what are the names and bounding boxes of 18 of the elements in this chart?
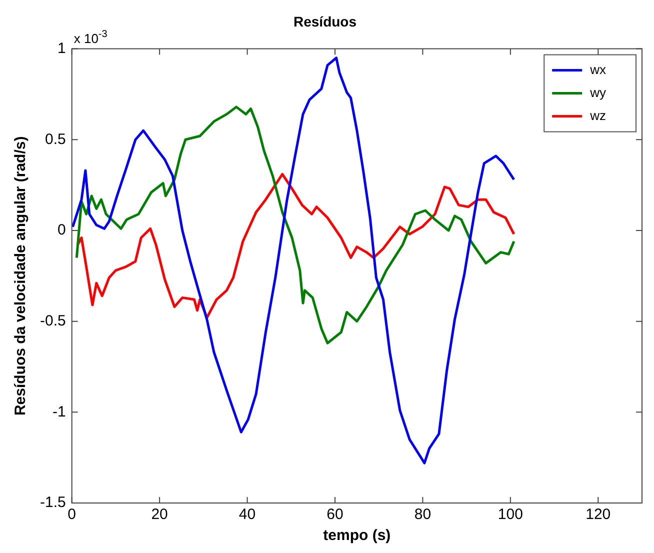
y-tick-label: 0.5: [44, 130, 66, 148]
y-tick-label: -1.5: [40, 494, 66, 512]
legend-label: wx: [589, 62, 606, 77]
legend-label: wy: [589, 84, 606, 100]
chart-title: Resíduos: [293, 13, 357, 30]
legend-label: wz: [589, 108, 606, 123]
y-axis-title: Resíduos da velocidade angular (rad/s): [12, 136, 30, 416]
y-tick-label: 0: [58, 222, 66, 239]
x-tick-label: 60: [326, 506, 344, 524]
x-tick-label: 100: [498, 506, 523, 524]
x-tick-label: 80: [414, 506, 432, 524]
x-axis-title: tempo (s): [323, 527, 391, 544]
y-tick-label: -1: [52, 403, 66, 420]
y-tick-label: -0.5: [40, 312, 66, 330]
y-tick-label: 1: [58, 40, 66, 57]
x-tick-label: 20: [151, 506, 168, 524]
x-tick-label: 40: [238, 506, 256, 524]
x-tick-label: 120: [586, 506, 611, 524]
